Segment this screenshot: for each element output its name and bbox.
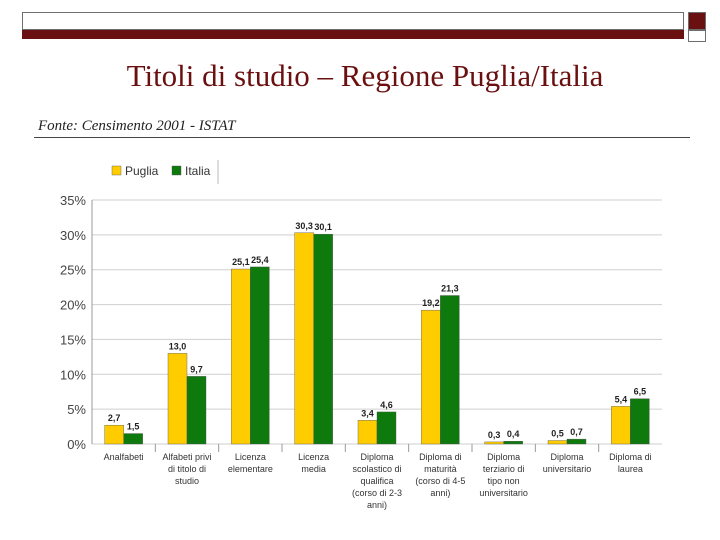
divider-line: [34, 137, 690, 138]
y-tick-label: 30%: [60, 228, 86, 243]
data-label: 0,3: [488, 430, 501, 440]
bar-italia: [566, 438, 587, 445]
category-label: Alfabeti privi: [162, 452, 211, 462]
data-label: 0,7: [570, 427, 583, 437]
category-label: (corso di 4-5: [415, 476, 465, 486]
y-tick-label: 20%: [60, 298, 86, 313]
data-label: 1,5: [127, 422, 140, 432]
legend-label-italia: Italia: [185, 164, 211, 178]
category-label: universitario: [479, 488, 528, 498]
y-tick-label: 25%: [60, 263, 86, 278]
category-label: anni): [430, 488, 450, 498]
category-label: media: [301, 464, 326, 474]
category-label: laurea: [618, 464, 643, 474]
bar-puglia: [484, 441, 504, 445]
category-label: Diploma: [360, 452, 393, 462]
category-label: anni): [367, 500, 387, 510]
data-label: 30,3: [295, 221, 313, 231]
category-label: Diploma di: [609, 452, 652, 462]
data-label: 9,7: [190, 364, 203, 374]
data-label: 0,4: [507, 429, 520, 439]
bar-italia: [376, 411, 397, 445]
category-label: di titolo di: [168, 464, 206, 474]
data-label: 4,6: [380, 400, 393, 410]
bar-puglia: [357, 420, 378, 445]
category-label: Diploma: [487, 452, 520, 462]
bar-italia: [630, 398, 650, 445]
corner-square-outline: [688, 30, 706, 42]
data-label: 13,0: [169, 341, 187, 351]
bar-italia: [440, 295, 460, 445]
bar-italia: [250, 266, 270, 445]
slide-title: Titoli di studio – Regione Puglia/Italia: [126, 58, 604, 93]
category-label: Diploma: [550, 452, 583, 462]
category-label: maturità: [424, 464, 457, 474]
data-label: 5,4: [615, 394, 628, 404]
category-label: Diploma di: [419, 452, 462, 462]
category-label: elementare: [228, 464, 273, 474]
category-label: qualifica: [360, 476, 393, 486]
bar-puglia: [611, 406, 631, 445]
corner-square-filled: [688, 12, 706, 30]
bar-italia: [503, 441, 523, 445]
data-label: 30,1: [314, 222, 332, 232]
category-label: terziario di: [483, 464, 525, 474]
y-tick-label: 0%: [67, 437, 86, 452]
bar-puglia: [167, 353, 188, 445]
data-label: 3,4: [361, 408, 374, 418]
category-label: Licenza: [298, 452, 329, 462]
category-label: Licenza: [235, 452, 266, 462]
y-tick-label: 5%: [67, 402, 86, 417]
category-label: tipo non: [488, 476, 520, 486]
bar-italia: [123, 433, 143, 445]
title-bar-accent: [22, 30, 684, 39]
bar-chart: 0% 5% 10% 15% 20% 25% 30% 35% 2,7 1,5 Analfabeti 13…: [60, 160, 662, 510]
bar-italia: [186, 376, 207, 445]
bar-puglia: [547, 440, 568, 445]
bar-puglia: [294, 232, 314, 445]
legend-label-puglia: Puglia: [125, 164, 159, 178]
bar-puglia: [231, 268, 251, 445]
data-label: 0,5: [551, 429, 564, 439]
y-tick-label: 35%: [60, 193, 86, 208]
data-label: 25,1: [232, 257, 250, 267]
data-label: 21,3: [441, 284, 459, 294]
category-label: studio: [175, 476, 199, 486]
category-label: (corso di 2-3: [352, 488, 402, 498]
bar-puglia: [421, 309, 441, 445]
legend-swatch-italia: [171, 165, 182, 176]
data-label: 19,2: [422, 298, 440, 308]
y-tick-label: 10%: [60, 367, 86, 382]
category-label: scolastico di: [352, 464, 401, 474]
y-tick-label: 15%: [60, 332, 86, 347]
category-label: Analfabeti: [104, 452, 144, 462]
category-label: universitario: [543, 464, 592, 474]
bar-italia: [313, 233, 333, 445]
legend-swatch-puglia: [111, 165, 122, 176]
data-label: 2,7: [108, 413, 121, 423]
data-label: 25,4: [251, 255, 269, 265]
source-note: Fonte: Censimento 2001 - ISTAT: [38, 118, 236, 134]
title-bar-frame: [22, 12, 684, 30]
bar-puglia: [104, 424, 124, 445]
data-label: 6,5: [634, 387, 647, 397]
